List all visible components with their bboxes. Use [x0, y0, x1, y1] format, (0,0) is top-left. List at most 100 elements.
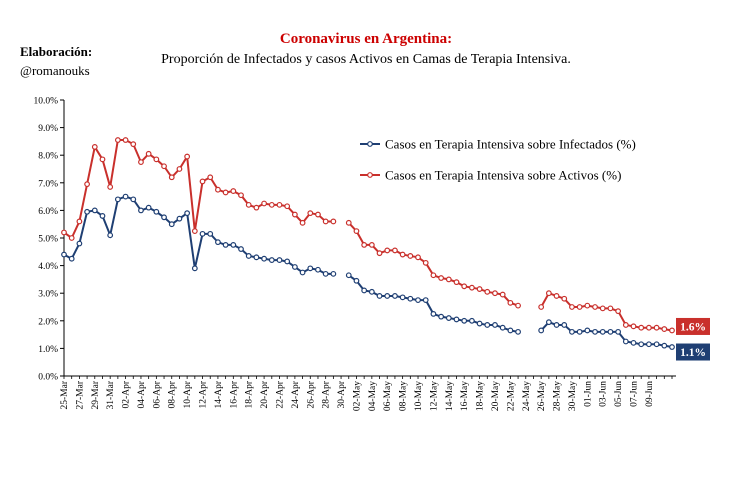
data-point-1 — [622, 338, 629, 345]
y-tick-label: 8.0% — [38, 152, 58, 162]
data-point-1 — [130, 196, 137, 203]
data-point-2 — [576, 304, 583, 310]
data-point-2 — [361, 241, 368, 248]
data-point-1 — [368, 288, 375, 295]
data-point-1 — [569, 328, 575, 335]
y-tick-label: 9.0% — [38, 124, 58, 134]
legend-marker-1 — [367, 141, 373, 147]
x-tick-label: 26-May — [537, 381, 547, 411]
data-point-2 — [222, 189, 229, 196]
x-tick-label: 03-Jun — [599, 381, 609, 407]
data-point-2 — [168, 174, 175, 181]
data-point-1 — [392, 293, 398, 299]
credit-label: Elaboración: — [20, 44, 92, 59]
data-point-2 — [61, 229, 67, 236]
data-point-2 — [415, 254, 421, 261]
data-point-1 — [430, 311, 437, 317]
x-tick-label: 20-May — [491, 381, 501, 411]
data-point-2 — [238, 192, 244, 199]
data-point-2 — [430, 272, 437, 279]
data-point-1 — [407, 295, 414, 302]
data-point-2 — [330, 218, 337, 225]
data-point-2 — [445, 276, 452, 283]
data-point-1 — [199, 230, 206, 237]
x-tick-label: 29-Mar — [91, 380, 101, 409]
end-label-box-2 — [676, 317, 710, 335]
data-point-1 — [538, 327, 545, 334]
data-point-2 — [669, 327, 675, 334]
data-point-1 — [61, 251, 67, 258]
chart-subtitle: Proporción de Infectados y casos Activos… — [161, 52, 571, 67]
data-point-2 — [253, 204, 260, 211]
x-tick-label: 24-May — [522, 381, 532, 411]
end-label-box-1 — [676, 343, 710, 361]
x-tick-label: 20-Apr — [260, 380, 270, 408]
data-point-2 — [545, 290, 552, 297]
data-point-1 — [422, 297, 429, 304]
data-point-2 — [307, 210, 314, 217]
data-point-1 — [222, 241, 229, 248]
data-point-1 — [399, 294, 406, 301]
data-point-1 — [122, 193, 129, 200]
data-point-1 — [353, 277, 360, 284]
data-point-2 — [515, 302, 521, 309]
x-tick-label: 16-Apr — [229, 380, 239, 408]
y-tick-label: 7.0% — [38, 179, 58, 189]
x-tick-label: 16-May — [460, 381, 470, 411]
data-point-2 — [368, 241, 375, 248]
data-point-2 — [476, 286, 483, 292]
x-tick-label: 10-May — [414, 381, 424, 411]
data-point-1 — [84, 208, 90, 215]
data-point-2 — [569, 304, 575, 310]
data-point-2 — [176, 166, 183, 172]
data-point-1 — [476, 320, 483, 327]
data-point-2 — [84, 181, 90, 188]
x-tick-label: 08-May — [399, 381, 409, 411]
series-line-1 — [540, 321, 673, 349]
data-point-1 — [384, 293, 391, 299]
data-point-2 — [284, 203, 291, 210]
data-point-2 — [392, 247, 398, 254]
data-point-2 — [122, 137, 129, 143]
x-tick-label: 31-Mar — [106, 380, 116, 409]
data-point-2 — [453, 279, 460, 286]
x-axis-ticks: 25-Mar 27-Mar 29-Mar 31-Mar 02-Apr 04-Apr 06-A… — [60, 376, 673, 411]
data-point-1 — [184, 210, 191, 217]
end-labels: 1.1% 1.6% — [676, 317, 710, 361]
data-point-1 — [468, 317, 475, 324]
x-tick-label: 08-Apr — [168, 380, 178, 408]
x-tick-label: 14-May — [445, 381, 455, 411]
x-tick-label: 14-Apr — [214, 380, 224, 408]
data-point-1 — [153, 208, 160, 215]
y-tick-label: 6.0% — [38, 207, 58, 217]
x-tick-label: 12-May — [429, 381, 439, 411]
data-point-2 — [507, 299, 514, 306]
data-point-2 — [114, 137, 121, 143]
x-tick-label: 27-Mar — [75, 380, 85, 409]
data-point-1 — [330, 270, 337, 277]
data-point-2 — [99, 156, 106, 163]
data-point-1 — [553, 322, 560, 328]
data-point-2 — [599, 305, 606, 312]
y-axis-ticks: 0.0% 1.0% 2.0% 3.0% 4.0% 5.0% 6.0% 7.0% 8.0% 9.0%… — [33, 97, 64, 383]
data-point-2 — [130, 141, 137, 148]
data-point-2 — [207, 174, 214, 181]
data-point-2 — [646, 324, 652, 331]
data-point-1 — [545, 319, 552, 326]
data-point-2 — [653, 324, 660, 331]
data-point-2 — [661, 326, 668, 332]
data-point-1 — [615, 328, 622, 335]
data-point-1 — [261, 255, 268, 262]
x-tick-label: 30-May — [568, 381, 578, 411]
data-point-2 — [145, 150, 152, 157]
data-point-2 — [561, 295, 568, 302]
x-tick-label: 28-Apr — [322, 380, 332, 408]
data-point-1 — [191, 265, 198, 272]
y-tick-label: 1.0% — [38, 345, 58, 355]
data-point-1 — [561, 322, 568, 328]
data-point-2 — [592, 304, 598, 310]
data-point-1 — [176, 215, 183, 222]
data-point-1 — [499, 324, 506, 331]
x-tick-label: 30-Apr — [337, 380, 347, 408]
